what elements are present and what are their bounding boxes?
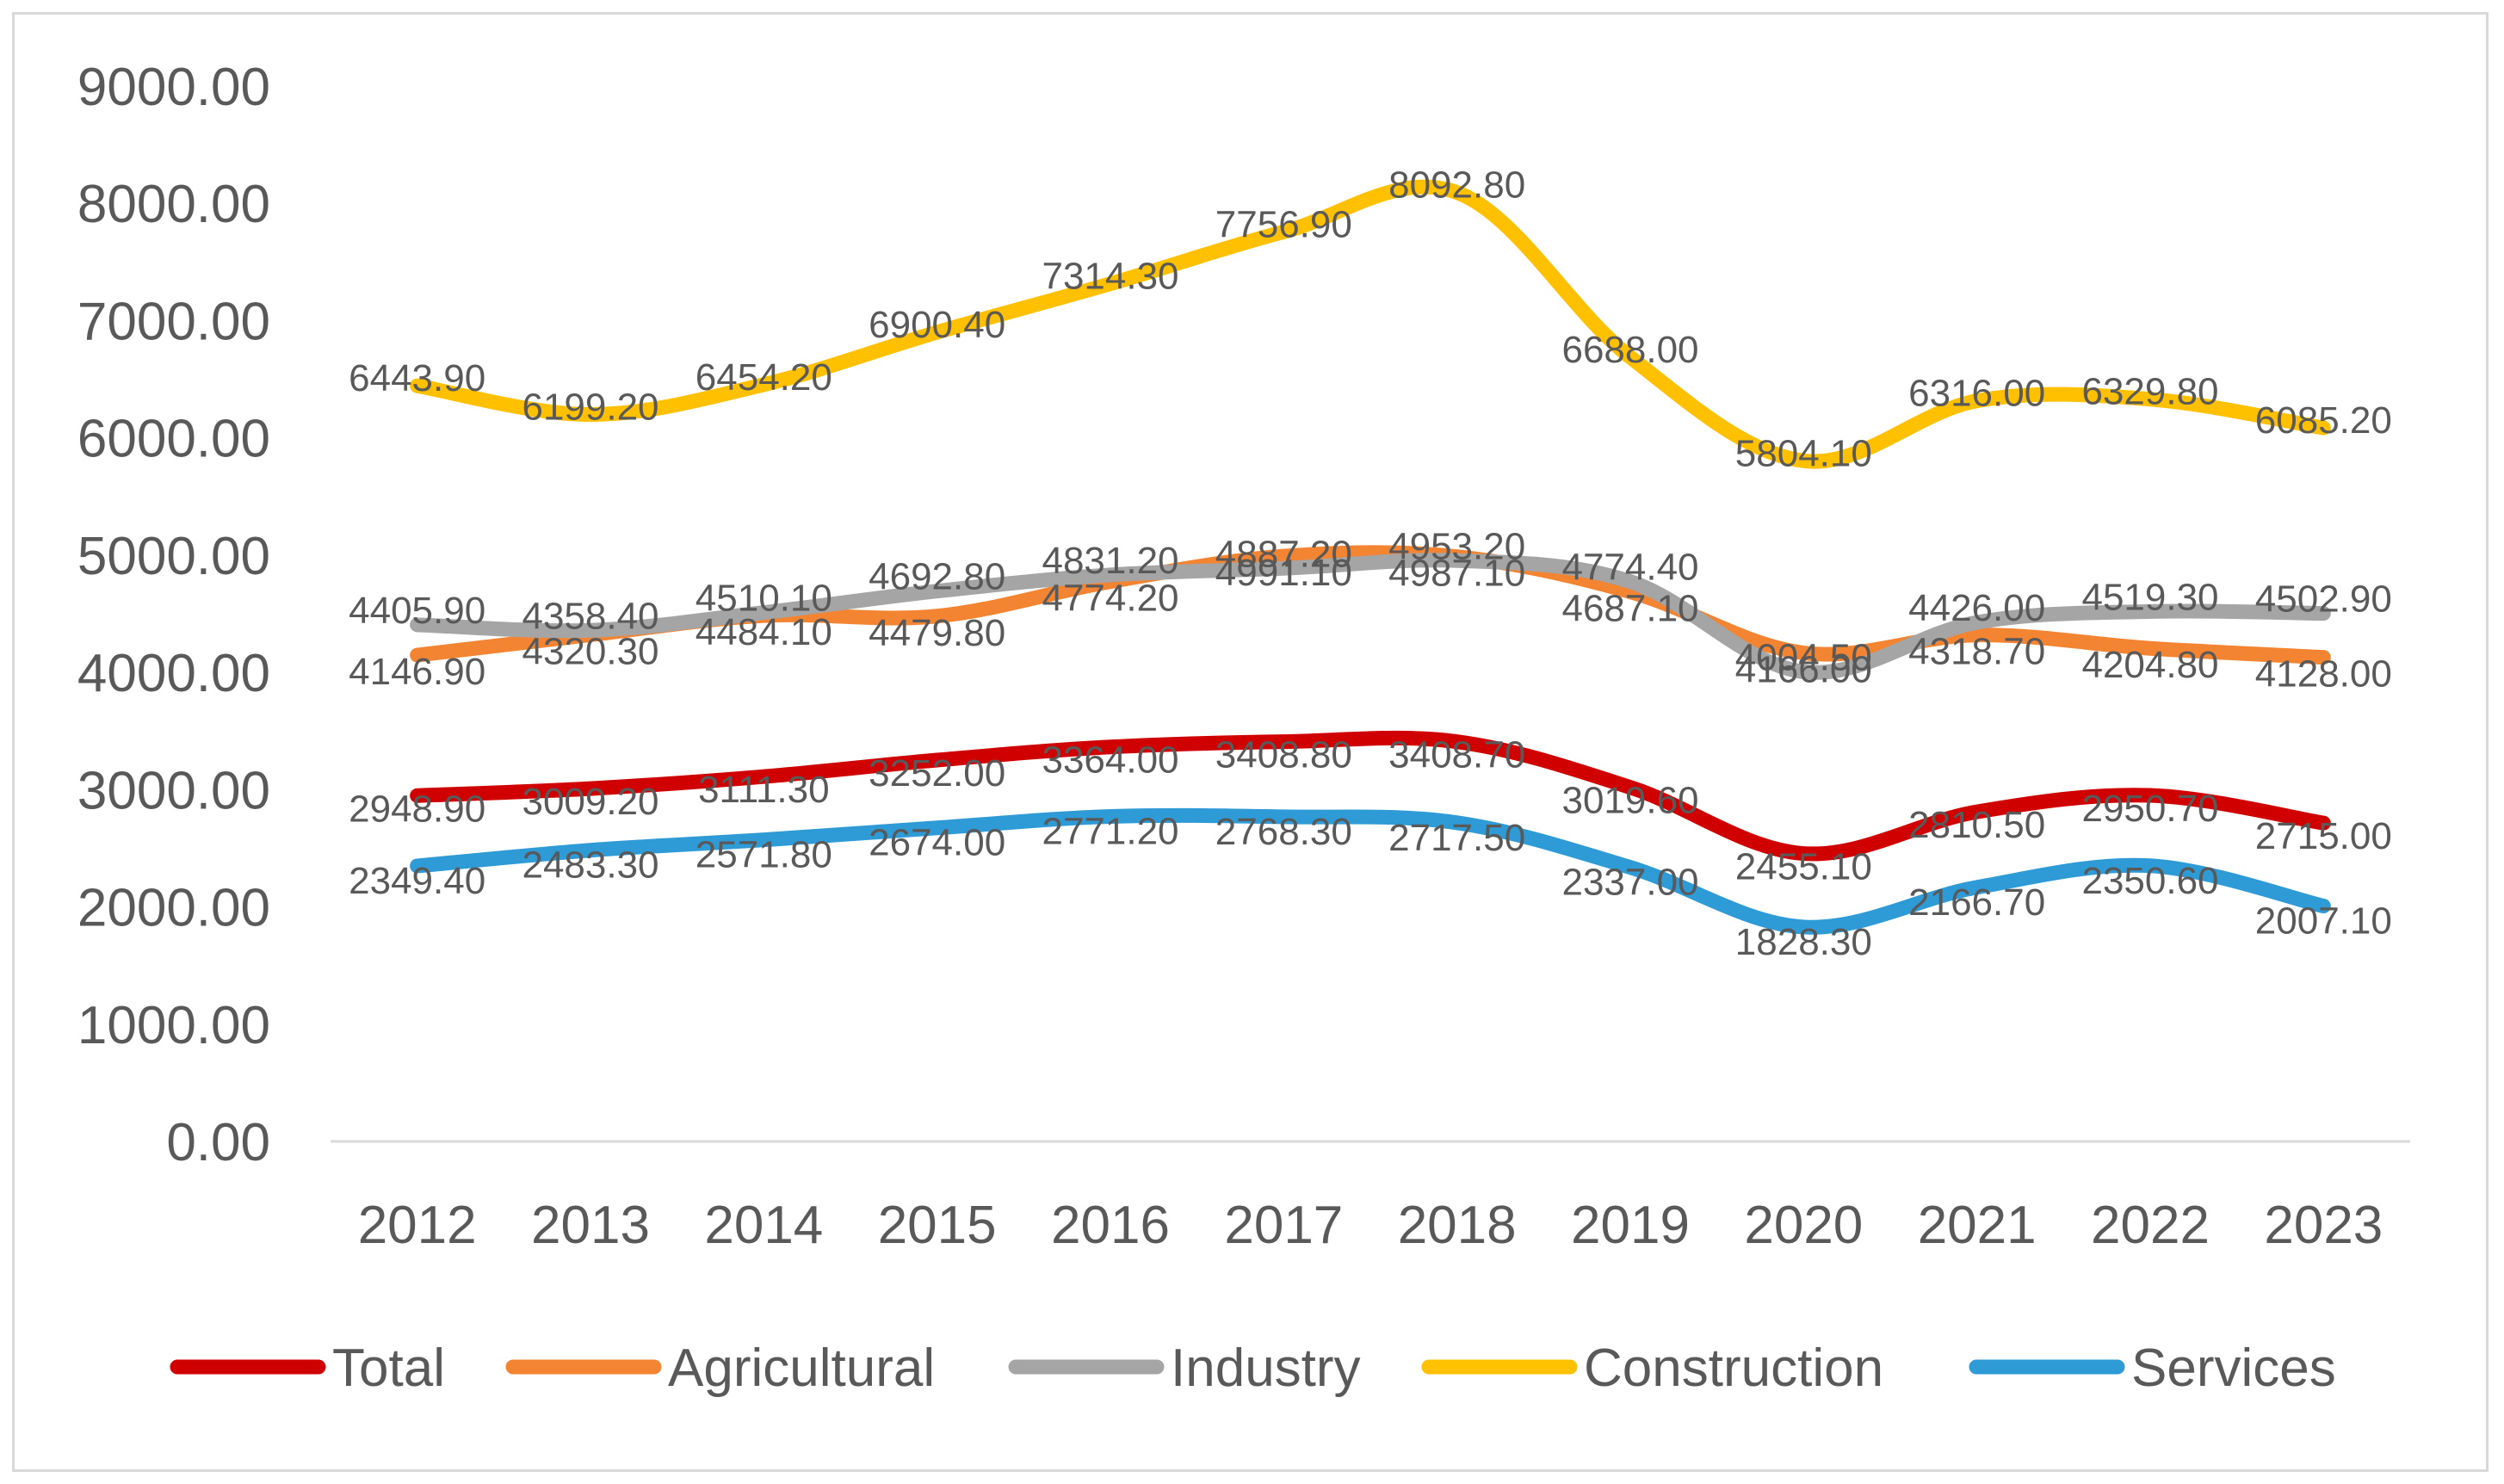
data-label-construction: 6199.20 <box>522 386 658 429</box>
data-label-agricultural: 4318.70 <box>1908 631 2045 673</box>
y-tick-label: 9000.00 <box>77 58 270 117</box>
data-label-services: 2483.30 <box>522 844 658 887</box>
data-label-construction: 5804.10 <box>1735 432 1872 474</box>
data-label-industry: 4502.90 <box>2255 578 2392 621</box>
legend-label-agricultural: Agricultural <box>668 1339 935 1398</box>
data-label-construction: 6900.40 <box>869 304 1005 346</box>
x-tick-label: 2019 <box>1571 1196 1690 1255</box>
data-label-industry: 4774.40 <box>1561 547 1698 589</box>
data-label-industry: 4004.50 <box>1735 636 1872 678</box>
data-label-total: 2715.00 <box>2255 815 2392 857</box>
legend-label-services: Services <box>2131 1339 2336 1398</box>
x-tick-label: 2013 <box>531 1196 650 1255</box>
series-line-construction <box>410 179 2331 469</box>
data-label-services: 2674.00 <box>869 822 1005 864</box>
data-label-services: 2768.30 <box>1215 811 1352 853</box>
data-label-total: 3009.20 <box>522 781 658 823</box>
data-label-construction: 6085.20 <box>2255 399 2392 442</box>
data-label-industry: 4510.10 <box>696 578 832 620</box>
data-label-agricultural: 4991.10 <box>1215 552 1352 594</box>
x-tick-label: 2015 <box>878 1196 997 1255</box>
data-label-agricultural: 4146.90 <box>349 651 485 693</box>
data-label-construction: 6443.90 <box>349 357 485 399</box>
y-tick-label: 6000.00 <box>77 410 270 469</box>
data-label-services: 2337.00 <box>1561 862 1698 904</box>
data-label-industry: 4953.20 <box>1388 525 1525 567</box>
y-tick-label: 4000.00 <box>77 644 270 703</box>
data-label-services: 2771.20 <box>1042 811 1178 853</box>
data-label-agricultural: 4128.00 <box>2255 653 2392 696</box>
x-tick-label: 2021 <box>1918 1196 2037 1255</box>
data-label-agricultural: 4479.80 <box>869 612 1005 654</box>
y-tick-label: 7000.00 <box>77 292 270 351</box>
data-label-construction: 7314.30 <box>1042 256 1178 298</box>
series-line-industry <box>410 553 2331 680</box>
x-tick-label: 2012 <box>358 1196 477 1255</box>
data-label-agricultural: 4687.10 <box>1561 588 1698 630</box>
data-label-agricultural: 4166.00 <box>1735 648 1872 690</box>
data-label-agricultural: 4774.20 <box>1042 578 1178 620</box>
data-label-construction: 6454.20 <box>696 356 832 399</box>
data-label-services: 2349.40 <box>349 860 485 902</box>
data-label-services: 2571.80 <box>696 834 832 876</box>
data-label-construction: 8092.80 <box>1388 164 1525 207</box>
data-label-total: 2810.50 <box>1908 804 2045 846</box>
data-label-industry: 4887.20 <box>1215 533 1352 575</box>
legend-label-total: Total <box>332 1339 445 1398</box>
data-label-agricultural: 4204.80 <box>2081 644 2218 686</box>
data-label-agricultural: 4987.10 <box>1388 553 1525 595</box>
legend-label-industry: Industry <box>1171 1339 1361 1398</box>
data-label-services: 2717.50 <box>1388 817 1525 859</box>
x-tick-label: 2023 <box>2264 1196 2383 1255</box>
data-label-total: 2950.70 <box>2081 788 2218 830</box>
x-tick-label: 2014 <box>704 1196 823 1255</box>
data-label-total: 3019.60 <box>1561 780 1698 822</box>
y-tick-label: 8000.00 <box>77 175 270 234</box>
data-label-services: 1828.30 <box>1735 921 1872 963</box>
data-label-total: 3111.30 <box>698 769 830 811</box>
x-tick-label: 2017 <box>1224 1196 1343 1255</box>
y-tick-label: 3000.00 <box>77 761 270 820</box>
series-line-total <box>410 730 2331 862</box>
data-label-industry: 4426.00 <box>1908 587 2045 629</box>
data-label-construction: 6688.00 <box>1561 329 1698 371</box>
data-label-industry: 4831.20 <box>1042 540 1178 582</box>
data-label-services: 2350.60 <box>2081 860 2218 902</box>
data-label-agricultural: 4484.10 <box>696 611 832 653</box>
y-tick-label: 1000.00 <box>77 996 270 1055</box>
data-label-total: 3364.00 <box>1042 739 1178 782</box>
data-label-services: 2007.10 <box>2255 900 2392 943</box>
x-tick-label: 2022 <box>2091 1196 2210 1255</box>
data-label-industry: 4692.80 <box>869 556 1005 598</box>
x-tick-label: 2018 <box>1398 1196 1517 1255</box>
data-label-total: 3408.80 <box>1215 734 1352 776</box>
data-label-total: 2455.10 <box>1735 846 1872 888</box>
data-label-industry: 4358.40 <box>522 595 658 637</box>
y-tick-label: 0.00 <box>166 1113 270 1172</box>
legend-label-construction: Construction <box>1584 1339 1883 1398</box>
data-label-total: 3252.00 <box>869 752 1005 795</box>
y-tick-label: 2000.00 <box>77 879 270 938</box>
series-line-services <box>410 807 2331 935</box>
x-tick-label: 2020 <box>1744 1196 1863 1255</box>
data-label-services: 2166.70 <box>1908 881 2045 924</box>
data-label-total: 2948.90 <box>349 788 485 830</box>
data-label-construction: 6329.80 <box>2081 371 2218 413</box>
y-tick-label: 5000.00 <box>77 527 270 586</box>
data-label-industry: 4519.30 <box>2081 576 2218 618</box>
data-label-construction: 6316.00 <box>1908 373 2045 415</box>
data-label-industry: 4405.90 <box>349 590 485 632</box>
data-label-agricultural: 4320.30 <box>522 630 658 672</box>
data-label-construction: 7756.90 <box>1215 203 1352 245</box>
x-tick-label: 2016 <box>1051 1196 1170 1255</box>
data-label-total: 3408.70 <box>1388 734 1525 776</box>
